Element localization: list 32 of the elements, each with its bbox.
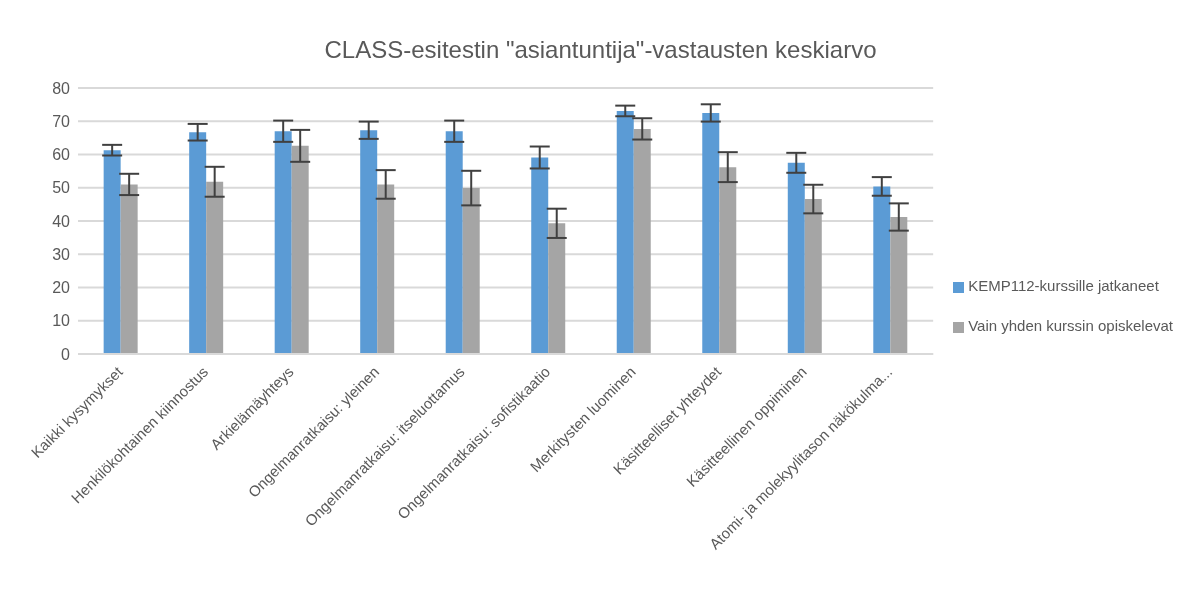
bar <box>103 150 121 354</box>
bar <box>787 162 805 354</box>
bar <box>189 132 207 354</box>
chart-title: CLASS-esitestin "asiantuntija"-vastausten keskiarvo <box>323 36 878 64</box>
bar <box>616 110 634 354</box>
y-tick-label: 50 <box>52 179 71 197</box>
legend-label: KEMP112-kurssille jatkaneet <box>968 277 1159 294</box>
bar <box>702 112 720 354</box>
y-tick-label: 10 <box>52 312 71 330</box>
bar <box>445 131 463 354</box>
y-tick-label: 70 <box>52 112 71 130</box>
bar <box>206 181 224 354</box>
bar <box>531 157 549 354</box>
bar <box>548 223 566 354</box>
bar <box>804 199 822 354</box>
bar <box>377 184 395 354</box>
y-tick-label: 30 <box>52 245 71 263</box>
y-tick-label: 20 <box>52 279 71 297</box>
bar <box>873 186 891 354</box>
y-tick-label: 60 <box>52 146 71 164</box>
bar <box>274 131 292 354</box>
bar <box>360 130 378 354</box>
bar <box>462 188 480 354</box>
y-tick-label: 40 <box>52 212 71 230</box>
bar <box>120 184 138 354</box>
y-tick-label: 0 <box>61 345 71 363</box>
bar <box>291 145 309 354</box>
bar <box>719 167 737 354</box>
bar <box>633 128 651 354</box>
bar <box>890 217 908 354</box>
y-tick-label: 80 <box>52 79 71 97</box>
legend-label: Vain yhden kurssin opiskelevat <box>968 317 1173 334</box>
